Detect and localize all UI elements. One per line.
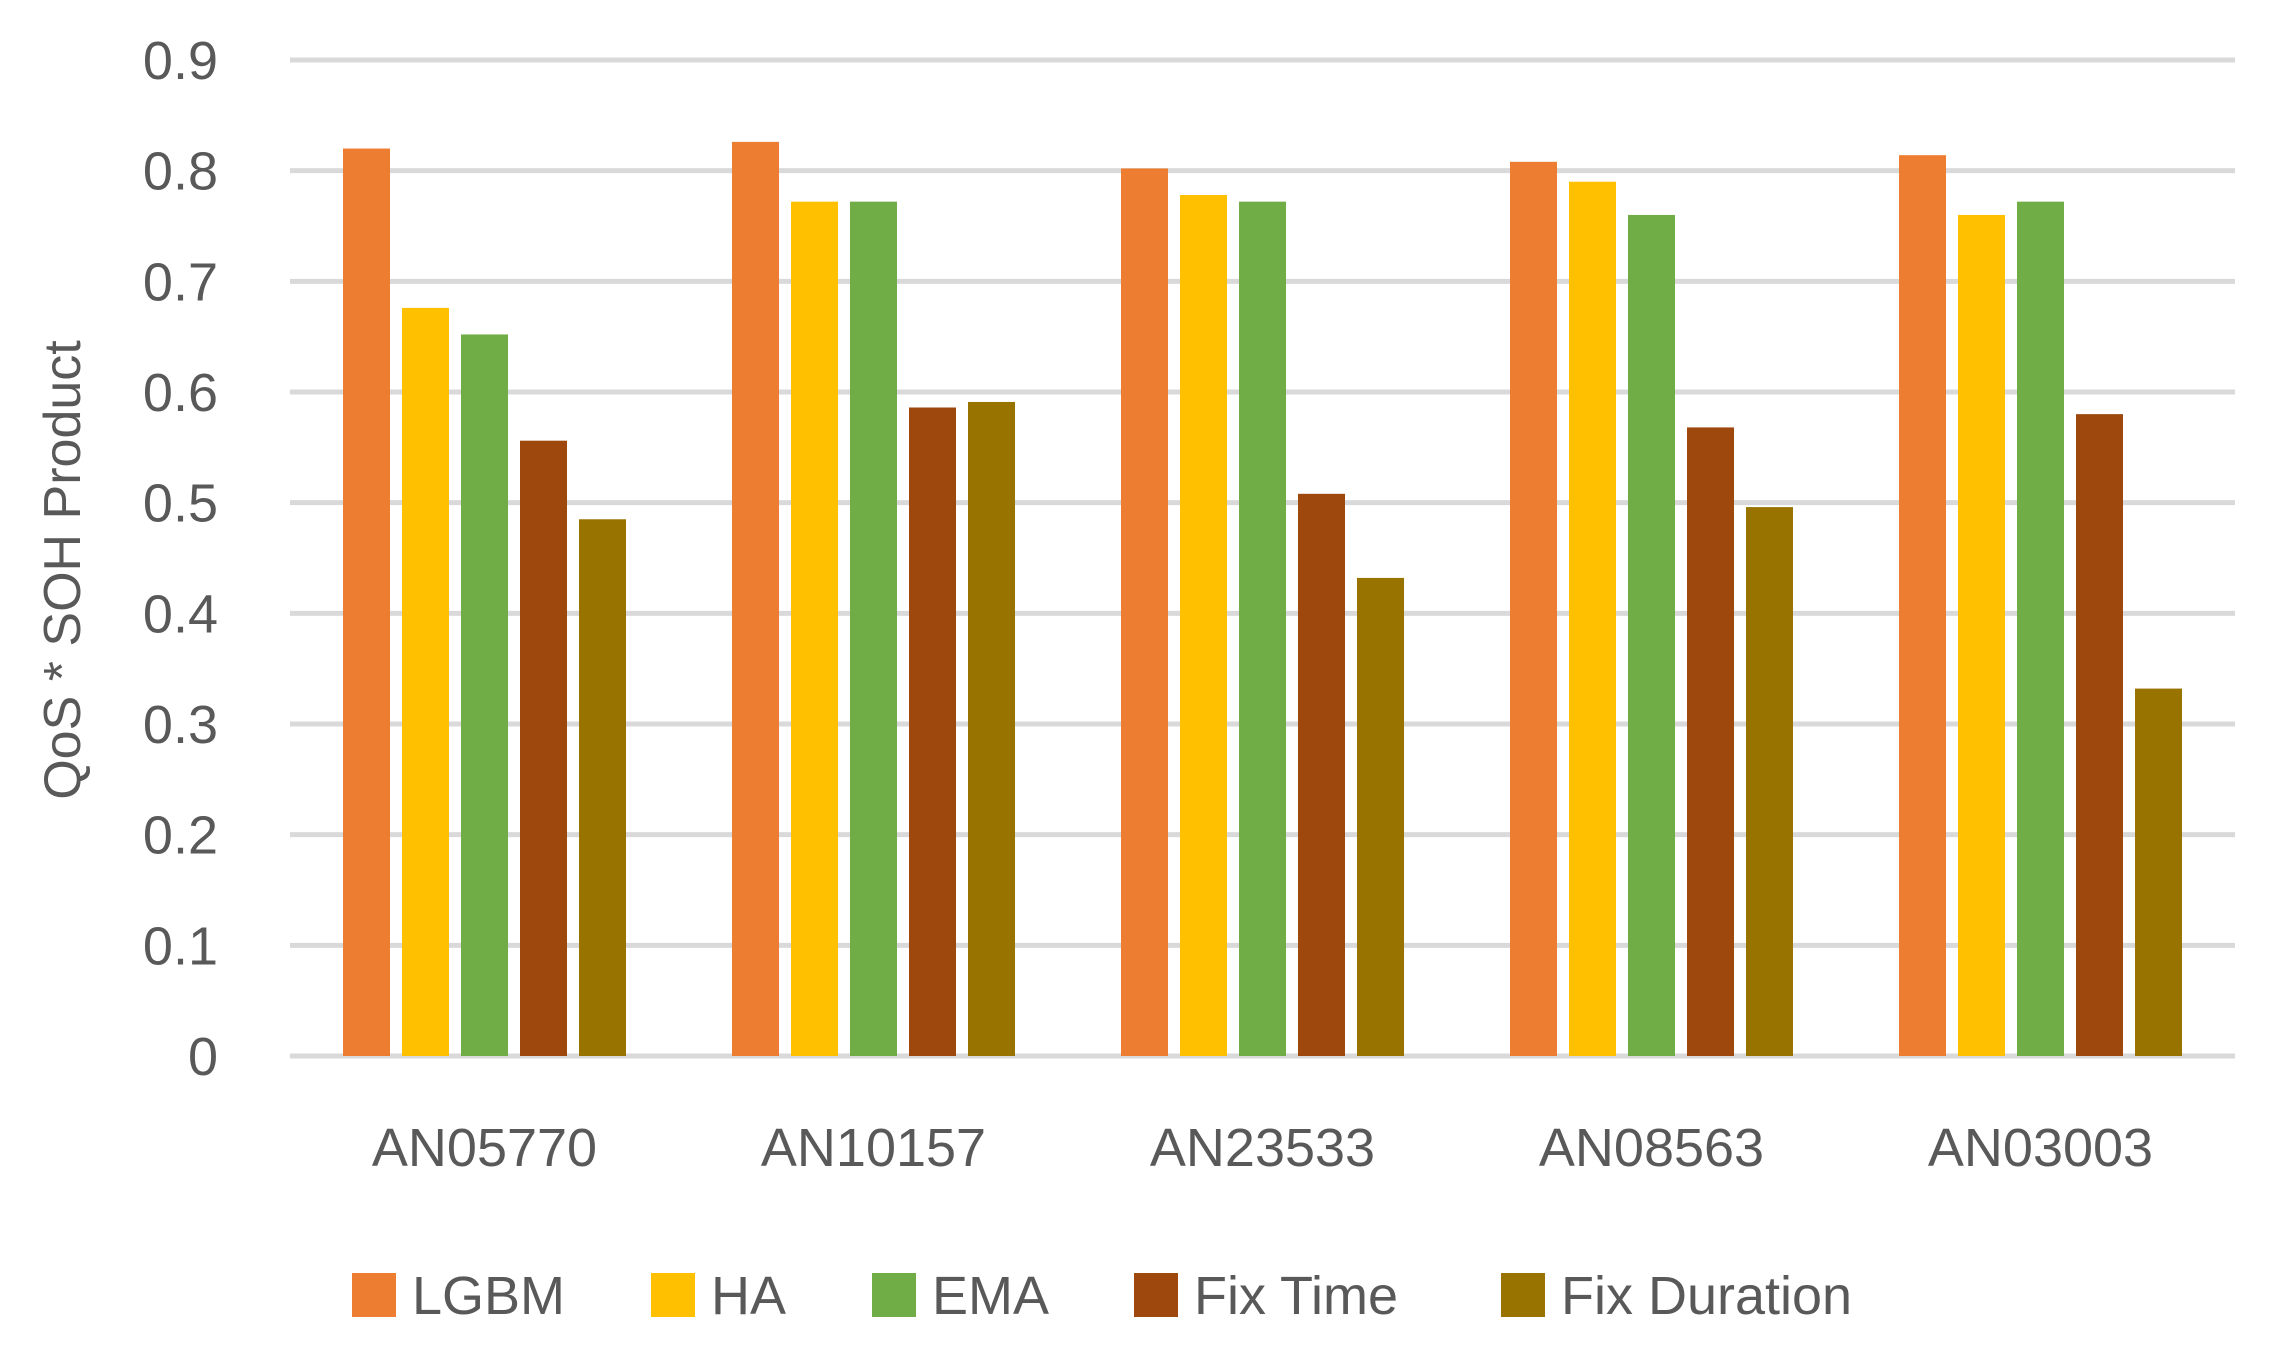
x-tick-label: AN23533 [1150,1118,1375,1178]
bar-fix-time-an23533 [1298,493,1345,1056]
bar-fix-duration-an05770 [579,519,626,1056]
bar-fix-time-an08563 [1687,427,1734,1056]
y-tick-label: 0.2 [143,806,218,866]
y-tick-label: 0.3 [143,695,218,755]
x-tick-label: AN03003 [1928,1118,2153,1178]
legend-item-ema: EMA [872,1266,1049,1326]
y-tick-label: 0.7 [143,252,218,312]
legend-label: LGBM [412,1266,565,1326]
legend-swatch [352,1273,396,1317]
y-tick-label: 0.5 [143,474,218,534]
legend-swatch [872,1273,916,1317]
bar-fix-duration-an10157 [968,401,1015,1057]
bar-fix-time-an05770 [520,440,567,1056]
bar-lgbm-an10157 [732,141,779,1057]
bar-ha-an23533 [1180,195,1227,1057]
bar-ha-an10157 [791,201,838,1057]
legend-swatch [651,1273,695,1317]
bars [343,141,2182,1057]
bar-lgbm-an08563 [1510,161,1557,1056]
legend-item-ha: HA [651,1266,786,1326]
x-axis-category-labels: AN05770 AN10157 AN23533 AN08563 AN03003 [372,1118,2153,1178]
x-tick-label: AN05770 [372,1118,597,1178]
bar-lgbm-an05770 [343,148,390,1057]
bar-ha-an08563 [1569,181,1616,1056]
legend: LGBM HA EMA Fix Time Fix Duration [352,1266,1852,1326]
bar-lgbm-an23533 [1121,168,1168,1056]
x-tick-label: AN10157 [761,1118,986,1178]
bar-fix-time-an03003 [2076,414,2123,1057]
bar-ha-an03003 [1958,214,2005,1056]
legend-label: Fix Time [1194,1266,1398,1326]
bar-lgbm-an03003 [1899,155,1946,1056]
x-tick-label: AN08563 [1539,1118,1764,1178]
bar-fix-duration-an08563 [1746,507,1793,1056]
legend-item-fix-duration: Fix Duration [1501,1266,1852,1326]
legend-item-fix-time: Fix Time [1134,1266,1398,1326]
y-axis-tick-labels: 0 0.1 0.2 0.3 0.4 0.5 0.6 0.7 0.8 0.9 [143,31,218,1087]
legend-label: EMA [932,1266,1049,1326]
legend-item-lgbm: LGBM [352,1266,565,1326]
y-tick-label: 0.1 [143,916,218,976]
legend-swatch [1501,1273,1545,1317]
y-axis-title: QoS * SOH Product [34,340,92,800]
y-tick-label: 0.8 [143,142,218,202]
legend-label: Fix Duration [1561,1266,1852,1326]
bar-ema-an08563 [1628,214,1675,1056]
y-tick-label: 0.6 [143,363,218,423]
y-tick-label: 0.9 [143,31,218,91]
bar-ema-an05770 [461,334,508,1056]
bar-ema-an10157 [850,201,897,1057]
bar-fix-duration-an23533 [1357,577,1404,1056]
y-tick-label: 0 [188,1027,218,1087]
legend-label: HA [711,1266,786,1326]
bar-ha-an05770 [402,307,449,1057]
bar-fix-duration-an03003 [2135,688,2182,1056]
bar-fix-time-an10157 [909,407,956,1056]
bar-ema-an23533 [1239,201,1286,1057]
bar-ema-an03003 [2017,201,2064,1057]
legend-swatch [1134,1273,1178,1317]
y-tick-label: 0.4 [143,584,218,644]
